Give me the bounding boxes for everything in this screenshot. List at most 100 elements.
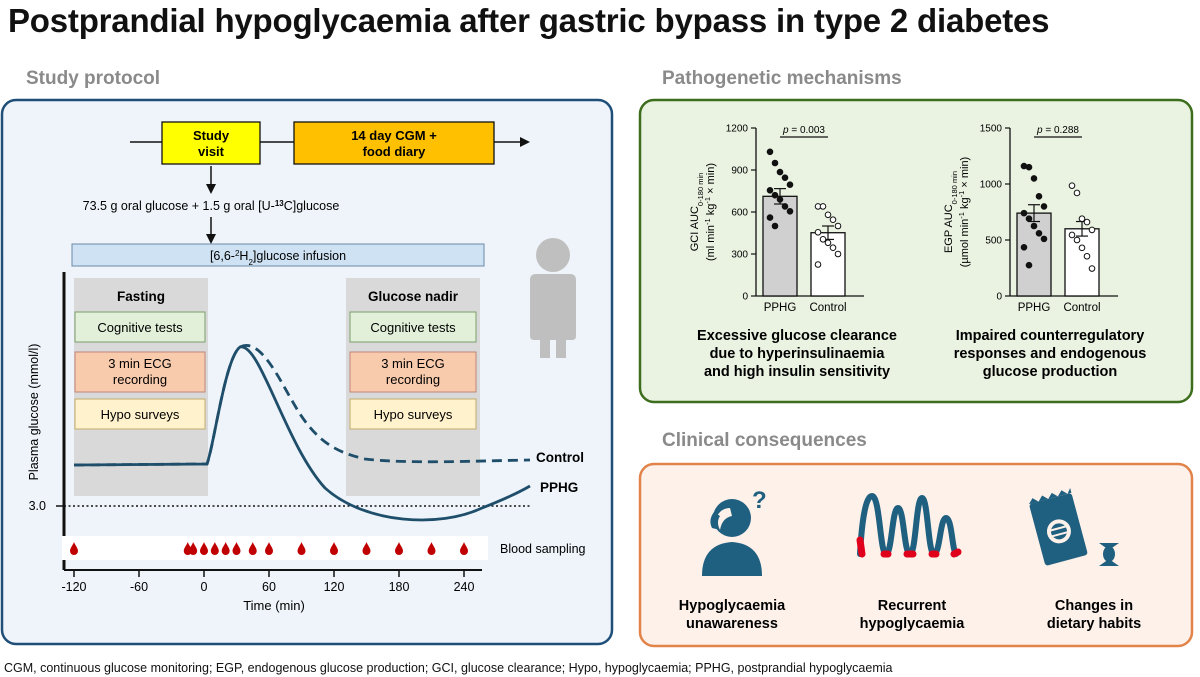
- gci-ylabel-line1: GCI AUC0-180 min: [689, 173, 705, 252]
- egp-y-tick-label: 500: [985, 236, 1002, 247]
- person-question-icon: ?: [702, 487, 767, 576]
- egp-data-point: [1083, 252, 1091, 260]
- egp-category-label: PPHG: [1018, 302, 1051, 314]
- gci-data-point: [776, 196, 784, 203]
- gci-p-value: p = 0.003: [782, 125, 825, 136]
- oral-glucose-text: 73.5 g oral glucose + 1.5 g oral [U-13C]…: [83, 199, 340, 214]
- study-visit-line2: visit: [198, 144, 225, 159]
- gci-category-label: Control: [809, 302, 846, 314]
- egp-data-point: [1030, 175, 1038, 182]
- gci-data-point: [781, 203, 789, 210]
- protocol-frame: [0, 98, 614, 646]
- fasting-hypo-box: [74, 398, 206, 430]
- infusion-bar: [71, 243, 485, 267]
- gci-y-tick-label: 900: [731, 166, 748, 177]
- gci-caption-line2: due to hyperinsulinaemia: [710, 346, 886, 362]
- gci-data-point: [766, 214, 774, 221]
- infusion-text: [6,6-2H2]glucose infusion: [210, 249, 346, 267]
- blood-sampling-label: Blood sampling: [500, 542, 586, 556]
- egp-data-point: [1035, 229, 1043, 237]
- consequences-title: Clinical consequences: [662, 430, 867, 451]
- consequences-panel: ? Hypoglycaemia unawareness Recurrent hy…: [638, 462, 1194, 648]
- egp-category-label: Control: [1063, 302, 1100, 314]
- gci-data-point: [814, 261, 822, 268]
- fasting-ecg-box: [74, 351, 206, 393]
- gci-data-point: [819, 236, 827, 243]
- dietary-label-line1: Changes in: [1055, 598, 1133, 614]
- egp-data-point: [1088, 226, 1096, 234]
- egp-y-tick-label: 0: [996, 292, 1002, 303]
- pphg-curve: [73, 345, 531, 522]
- gci-data-point: [824, 239, 832, 247]
- nadir-ecg-label: 3 min ECG recording: [381, 356, 445, 387]
- gci-data-point: [766, 148, 774, 156]
- egp-data-point: [1068, 231, 1076, 239]
- nadir-hypo-box: [349, 398, 477, 430]
- cgm-line2: food diary: [363, 144, 427, 159]
- egp-data-point: [1068, 182, 1076, 189]
- nadir-title: Glucose nadir: [368, 289, 459, 304]
- gci-caption-line3: and high insulin sensitivity: [704, 364, 890, 380]
- mechanisms-frame: [638, 98, 1194, 404]
- egp-data-point: [1020, 209, 1028, 217]
- gci-data-point: [786, 181, 794, 188]
- recurrent-label-line2: hypoglycaemia: [860, 616, 966, 632]
- mechanisms-panel: GCI AUC0-180 min (ml min-1 kg-1 × min) 0…: [638, 98, 1194, 404]
- unawareness-label-line2: unawareness: [686, 616, 778, 632]
- blood-sampling-strip: [62, 536, 488, 560]
- egp-data-point: [1073, 189, 1081, 197]
- nadir-cognitive-box: [349, 311, 477, 343]
- svg-text:?: ?: [752, 487, 767, 514]
- egp-y-tick-label: 1500: [980, 124, 1003, 135]
- egp-ylabel-line2: (µmol min-1 kg-1 × min): [957, 157, 972, 267]
- egp-data-point: [1078, 215, 1086, 223]
- person-icon: [530, 238, 576, 358]
- footnote: CGM, continuous glucose monitoring; EGP,…: [4, 661, 893, 675]
- gci-y-tick-label: 1200: [726, 124, 749, 135]
- gci-data-point: [819, 203, 827, 210]
- gci-data-point: [771, 159, 779, 167]
- gci-data-point: [834, 222, 842, 230]
- gci-data-point: [829, 216, 837, 223]
- egp-data-point: [1030, 222, 1038, 230]
- unawareness-label-line1: Hypoglycaemia: [679, 598, 786, 614]
- gci-data-point: [776, 168, 784, 176]
- egp-caption-line1: Impaired counterregulatory: [956, 328, 1145, 344]
- gci-category-label: PPHG: [764, 302, 797, 314]
- gci-data-point: [766, 187, 774, 194]
- y-axis-label: Plasma glucose (mmol/l): [27, 344, 41, 481]
- gci-y-tick-label: 0: [742, 292, 748, 303]
- gci-y-tick-label: 300: [731, 250, 748, 261]
- study-protocol-title: Study protocol: [26, 68, 161, 89]
- egp-data-point: [1025, 163, 1033, 171]
- study-visit-box: [161, 121, 261, 165]
- study-visit-line1: Study: [193, 128, 230, 143]
- recurrent-label-line1: Recurrent: [878, 598, 947, 614]
- control-curve-label: Control: [536, 450, 584, 465]
- threshold-label: 3.0: [29, 499, 46, 513]
- egp-caption-line3: glucose production: [983, 364, 1118, 380]
- fasting-cognitive-box: [74, 311, 206, 343]
- x-tick-label: 180: [389, 580, 410, 594]
- pphg-curve-label: PPHG: [540, 480, 578, 495]
- gci-data-point: [824, 211, 832, 219]
- x-tick-label: -60: [130, 580, 148, 594]
- egp-data-point: [1020, 243, 1028, 251]
- gci-ylabel-line2: (ml min-1 kg-1 × min): [703, 163, 718, 261]
- egp-chart: EGP AUC0-180 min (µmol min-1 kg-1 × min)…: [943, 124, 1118, 314]
- egp-data-point: [1083, 218, 1091, 226]
- fasting-cognitive-label: Cognitive tests: [97, 320, 183, 335]
- gci-y-tick-label: 600: [731, 208, 748, 219]
- x-tick-label: 120: [324, 580, 345, 594]
- x-tick-label: 60: [262, 580, 276, 594]
- x-tick-label: 240: [454, 580, 475, 594]
- gci-data-point: [771, 222, 779, 230]
- gci-data-point: [829, 244, 837, 251]
- gci-data-point: [781, 174, 789, 181]
- x-tick-label: 0: [201, 580, 208, 594]
- fasting-title: Fasting: [117, 289, 165, 304]
- nadir-cognitive-label: Cognitive tests: [370, 320, 456, 335]
- egp-bar-control: [1064, 228, 1100, 297]
- nadir-ecg-box: [349, 351, 477, 393]
- main-title: Postprandial hypoglycaemia after gastric…: [8, 2, 1050, 39]
